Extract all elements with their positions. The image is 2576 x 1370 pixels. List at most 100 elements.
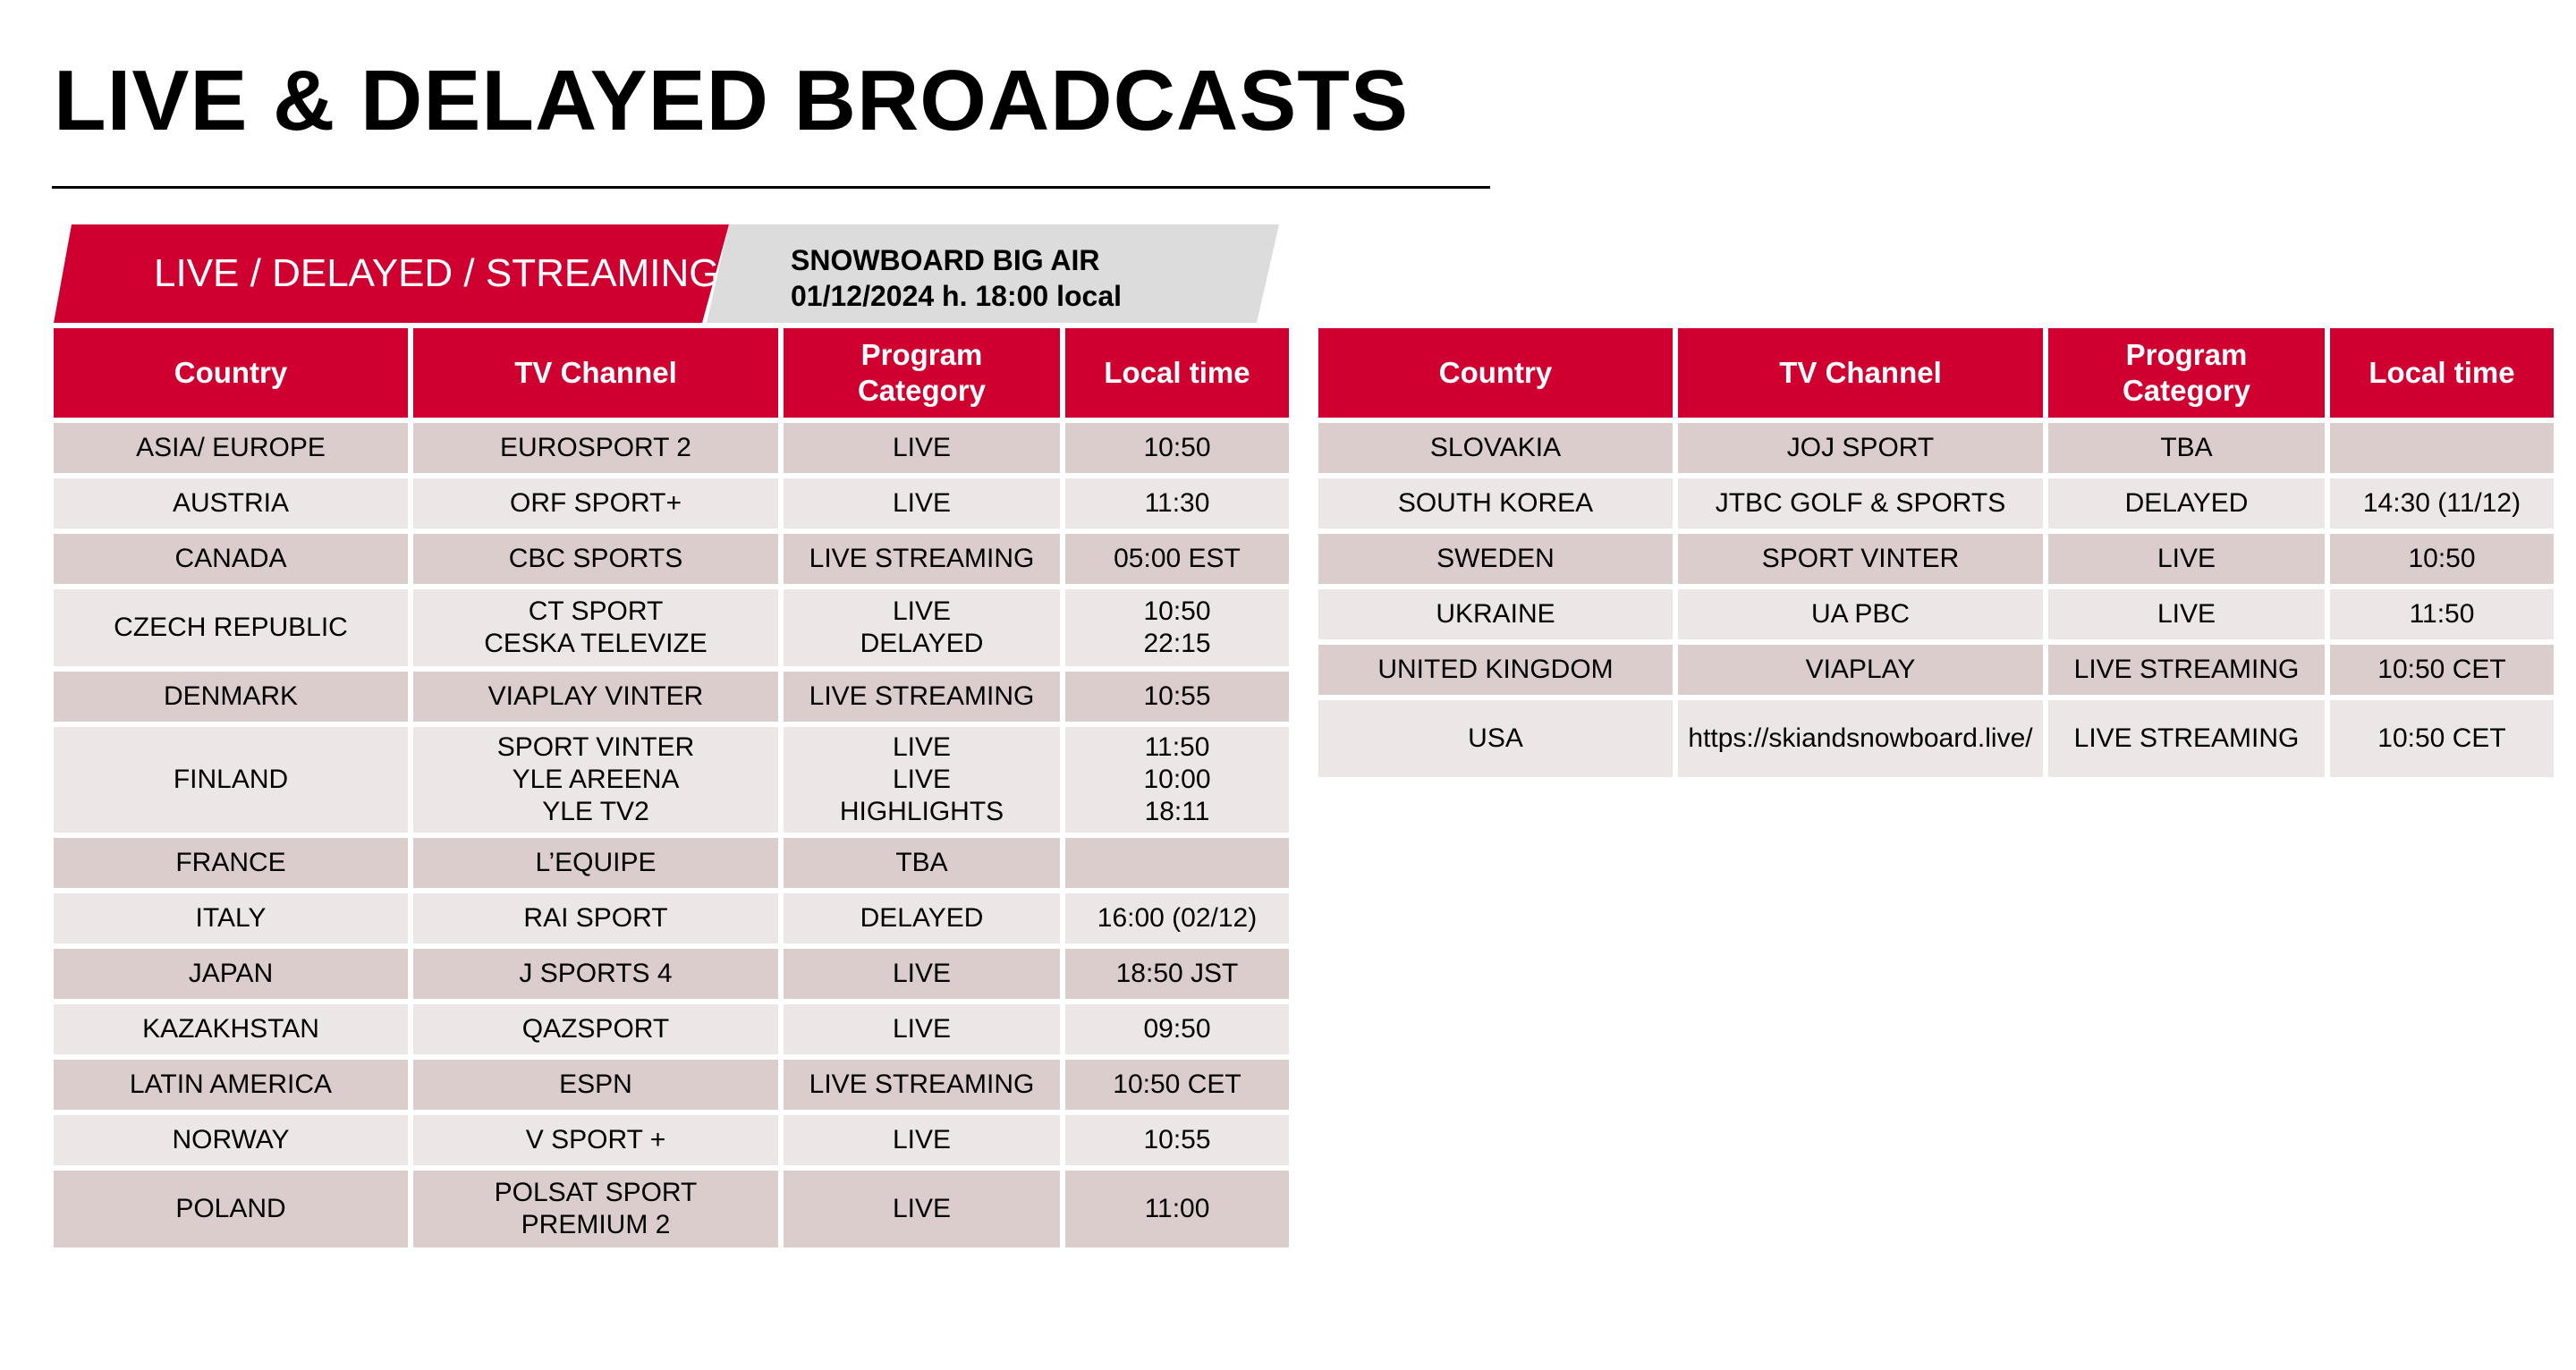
local-time-cell: 11:30 [1065,478,1289,529]
local-time-cell: 10:55 [1065,1115,1289,1165]
local-time-cell: 10:50 22:15 [1065,589,1289,666]
country-cell: KAZAKHSTAN [54,1004,408,1054]
column-header-country: Country [54,328,408,418]
local-time-cell: 11:50 [2330,589,2554,639]
event-info-banner: SNOWBOARD BIG AIR 01/12/2024 h. 18:00 lo… [707,224,1279,323]
tv-channel-cell: JTBC GOLF & SPORTS [1678,478,2043,529]
program-category-cell: TBA [784,838,1060,888]
tv-channel-cell: EUROSPORT 2 [413,423,778,473]
tv-channel-cell: SPORT VINTER YLE AREENA YLE TV2 [413,727,778,833]
local-time-cell: 10:50 CET [2330,700,2554,777]
country-cell: ASIA/ EUROPE [54,423,408,473]
country-cell: FRANCE [54,838,408,888]
program-category-cell: LIVE LIVE HIGHLIGHTS [784,727,1060,833]
local-time-cell: 10:55 [1065,672,1289,722]
page-title: LIVE & DELAYED BROADCASTS [54,53,1409,148]
title-divider [52,186,1490,189]
local-time-cell: 18:50 JST [1065,949,1289,999]
table-row: CZECH REPUBLIC CT SPORT CESKA TELEVIZE LIV… [54,589,1289,666]
program-category-cell: LIVE STREAMING [2048,645,2325,695]
local-time-cell: 14:30 (11/12) [2330,478,2554,529]
program-category-cell: LIVE [2048,589,2325,639]
broadcast-type-banner: LIVE / DELAYED / STREAMING [54,224,729,323]
program-category-cell: TBA [2048,423,2325,473]
country-cell: SWEDEN [1318,534,1673,584]
local-time-cell: 10:50 [2330,534,2554,584]
table-row: KAZAKHSTAN QAZSPORT LIVE 09:50 [54,1004,1289,1054]
column-header-local-time: Local time [2330,328,2554,418]
local-time-cell [1065,838,1289,888]
table-row: POLAND POLSAT SPORT PREMIUM 2 LIVE 11:00 [54,1171,1289,1247]
local-time-cell: 10:50 [1065,423,1289,473]
tv-channel-cell: CT SPORT CESKA TELEVIZE [413,589,778,666]
country-cell: DENMARK [54,672,408,722]
column-header-tv-channel: TV Channel [1678,328,2043,418]
table-row: JAPAN J SPORTS 4 LIVE 18:50 JST [54,949,1289,999]
country-cell: LATIN AMERICA [54,1060,408,1110]
country-cell: UKRAINE [1318,589,1673,639]
table-row: NORWAY V SPORT + LIVE 10:55 [54,1115,1289,1165]
table-row: CANADA CBC SPORTS LIVE STREAMING 05:00 EST [54,534,1289,584]
tv-channel-cell: SPORT VINTER [1678,534,2043,584]
country-cell: CANADA [54,534,408,584]
tv-channel-cell: POLSAT SPORT PREMIUM 2 [413,1171,778,1247]
tv-channel-cell: CBC SPORTS [413,534,778,584]
column-header-program-category: Program Category [784,328,1060,418]
table-row: AUSTRIA ORF SPORT+ LIVE 11:30 [54,478,1289,529]
tv-channel-cell[interactable]: https://skiandsnowboard.live/ [1678,700,2043,777]
tv-channel-cell: V SPORT + [413,1115,778,1165]
column-header-country: Country [1318,328,1673,418]
local-time-cell: 09:50 [1065,1004,1289,1054]
local-time-cell: 05:00 EST [1065,534,1289,584]
program-category-cell: LIVE [784,949,1060,999]
column-header-program-category: Program Category [2048,328,2325,418]
country-cell: USA [1318,700,1673,777]
event-datetime: 01/12/2024 h. 18:00 local [791,280,1123,312]
tv-channel-cell: ESPN [413,1060,778,1110]
table-header-row: Country TV Channel Program Category Local t… [54,328,1289,418]
table-row: ITALY RAI SPORT DELAYED 16:00 (02/12) [54,893,1289,943]
tv-channel-cell: ORF SPORT+ [413,478,778,529]
table-row: LATIN AMERICA ESPN LIVE STREAMING 10:50 CET [54,1060,1289,1110]
program-category-cell: LIVE [784,478,1060,529]
program-category-cell: LIVE STREAMING [784,1060,1060,1110]
table-row: SOUTH KOREA JTBC GOLF & SPORTS DELAYED 14:3… [1318,478,2554,529]
broadcast-table-right: Country TV Channel Program Category Local t… [1313,323,2559,782]
table-row: UNITED KINGDOM VIAPLAY LIVE STREAMING 10:50… [1318,645,2554,695]
table-row: DENMARK VIAPLAY VINTER LIVE STREAMING 10:55 [54,672,1289,722]
program-category-cell: DELAYED [2048,478,2325,529]
table-row: UKRAINE UA PBC LIVE 11:50 [1318,589,2554,639]
country-cell: SOUTH KOREA [1318,478,1673,529]
broadcast-table-left: Country TV Channel Program Category Local t… [48,323,1294,1253]
program-category-cell: LIVE [2048,534,2325,584]
program-category-cell: LIVE STREAMING [784,672,1060,722]
table-header-row: Country TV Channel Program Category Local t… [1318,328,2554,418]
program-category-cell: LIVE [784,423,1060,473]
local-time-cell: 10:50 CET [1065,1060,1289,1110]
program-category-cell: LIVE STREAMING [784,534,1060,584]
tv-channel-cell: QAZSPORT [413,1004,778,1054]
country-cell: SLOVAKIA [1318,423,1673,473]
local-time-cell: 11:00 [1065,1171,1289,1247]
country-cell: FINLAND [54,727,408,833]
country-cell: POLAND [54,1171,408,1247]
event-name: SNOWBOARD BIG AIR [791,244,1100,276]
program-category-cell: LIVE STREAMING [2048,700,2325,777]
table-row: SLOVAKIA JOJ SPORT TBA [1318,423,2554,473]
program-category-cell: LIVE [784,1171,1060,1247]
table-row: ASIA/ EUROPE EUROSPORT 2 LIVE 10:50 [54,423,1289,473]
country-cell: NORWAY [54,1115,408,1165]
local-time-cell: 11:50 10:00 18:11 [1065,727,1289,833]
tv-channel-cell: JOJ SPORT [1678,423,2043,473]
table-row: FINLAND SPORT VINTER YLE AREENA YLE TV2 LI… [54,727,1289,833]
broadcast-type-label: LIVE / DELAYED / STREAMING [154,251,720,295]
program-category-cell: LIVE [784,1004,1060,1054]
country-cell: AUSTRIA [54,478,408,529]
tv-channel-cell: VIAPLAY VINTER [413,672,778,722]
table-row: FRANCE L’EQUIPE TBA [54,838,1289,888]
country-cell: ITALY [54,893,408,943]
program-category-cell: LIVE DELAYED [784,589,1060,666]
column-header-tv-channel: TV Channel [413,328,778,418]
tv-channel-cell: UA PBC [1678,589,2043,639]
country-cell: CZECH REPUBLIC [54,589,408,666]
